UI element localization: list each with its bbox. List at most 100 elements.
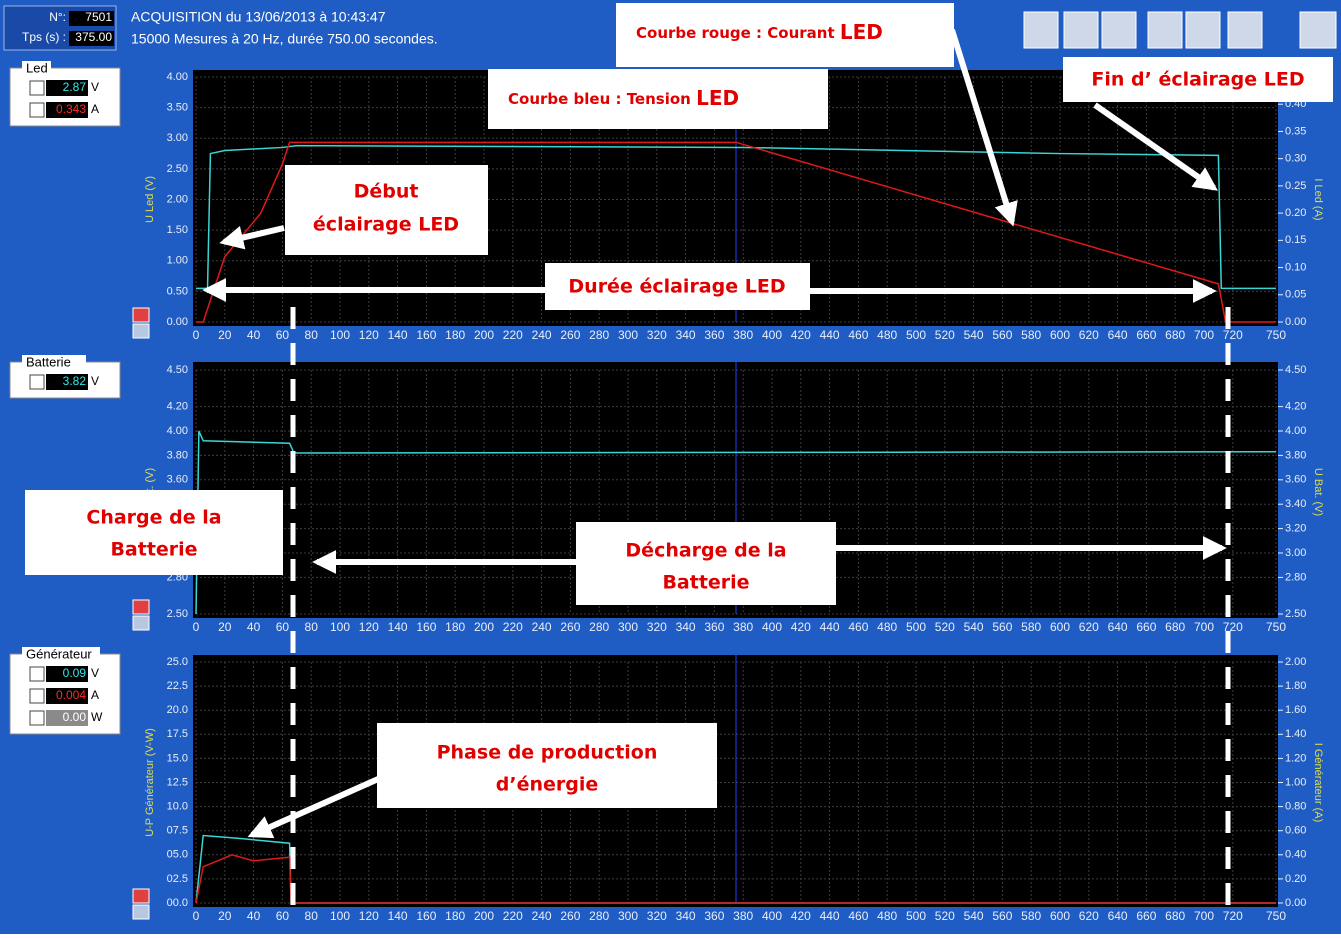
series-line <box>196 144 1276 290</box>
readout-value: 0.00 <box>63 710 87 724</box>
x-tick-label: 600 <box>1050 328 1070 342</box>
x-tick-label: 160 <box>416 620 436 634</box>
x-tick-label: 100 <box>330 909 350 923</box>
y2-tick-label: 0.35 <box>1285 125 1306 137</box>
checkbox[interactable] <box>29 666 45 682</box>
zoom-button[interactable] <box>132 323 150 339</box>
y2-tick-label: 0.60 <box>1285 825 1306 837</box>
tool-button[interactable] <box>1023 11 1059 49</box>
annotation: Phase de production <box>437 742 658 764</box>
panel-title-bg <box>22 61 51 75</box>
x-tick-label: 260 <box>560 909 580 923</box>
x-tick-label: 120 <box>359 909 379 923</box>
x-tick-label: 120 <box>359 620 379 634</box>
zoom-button[interactable] <box>132 904 150 920</box>
x-tick-label: 560 <box>992 328 1012 342</box>
x-tick-label: 320 <box>647 328 667 342</box>
y2-tick-label: 4.00 <box>1285 425 1306 437</box>
zoom-button[interactable] <box>132 888 150 904</box>
x-tick-label: 620 <box>1079 909 1099 923</box>
checkbox[interactable] <box>29 102 45 118</box>
x-tick-label: 640 <box>1108 620 1128 634</box>
y-axis-label: U Led (V) <box>144 176 156 223</box>
annotation-em: LED <box>696 86 739 110</box>
tool-button[interactable] <box>1185 11 1221 49</box>
tool-button[interactable] <box>1147 11 1183 49</box>
x-tick-label: 680 <box>1165 909 1185 923</box>
x-tick-label: 480 <box>877 620 897 634</box>
x-tick-label: 80 <box>305 620 319 634</box>
checkbox[interactable] <box>29 374 45 390</box>
x-tick-label: 720 <box>1223 909 1243 923</box>
x-tick-label: 180 <box>445 620 465 634</box>
x-tick-label: 440 <box>820 620 840 634</box>
x-tick-label: 220 <box>503 909 523 923</box>
x-tick-label: 660 <box>1136 328 1156 342</box>
zoom-button[interactable] <box>132 307 150 323</box>
x-tick-label: 620 <box>1079 328 1099 342</box>
x-tick-label: 140 <box>388 328 408 342</box>
x-tick-label: 360 <box>704 620 724 634</box>
series-line <box>195 430 1277 615</box>
y-tick-label: 20.0 <box>167 704 188 716</box>
y-tick-label: 1.00 <box>167 255 188 267</box>
tool-button[interactable] <box>1063 11 1099 49</box>
annotation-box <box>616 3 954 67</box>
y-tick-label: 1.50 <box>167 224 188 236</box>
x-tick-label: 20 <box>218 328 232 342</box>
tool-button[interactable] <box>1227 11 1263 49</box>
x-tick-label: 660 <box>1136 620 1156 634</box>
x-tick-label: 280 <box>589 620 609 634</box>
readout-value: 0.343 <box>56 102 86 116</box>
y-tick-label: 4.00 <box>167 71 188 83</box>
readout-value: 0.004 <box>56 688 86 702</box>
x-tick-label: 680 <box>1165 328 1185 342</box>
x-tick-label: 220 <box>503 620 523 634</box>
y2-tick-label: 0.20 <box>1285 207 1306 219</box>
x-tick-label: 60 <box>276 328 290 342</box>
x-tick-label: 400 <box>762 620 782 634</box>
y-tick-label: 2.50 <box>167 608 188 620</box>
x-tick-label: 700 <box>1194 909 1214 923</box>
checkbox[interactable] <box>29 688 45 704</box>
y-tick-label: 3.60 <box>167 474 188 486</box>
y-tick-label: 4.50 <box>167 364 188 376</box>
annotation: Durée éclairage LED <box>568 276 785 298</box>
checkbox[interactable] <box>29 80 45 96</box>
x-tick-label: 340 <box>676 620 696 634</box>
header-subtitle: 15000 Mesures à 20 Hz, durée 750.00 seco… <box>131 31 438 47</box>
x-tick-label: 260 <box>560 620 580 634</box>
readout-unit: W <box>91 710 103 724</box>
y2-axis-label: I Led (A) <box>1312 178 1324 220</box>
y2-tick-label: 1.00 <box>1285 776 1306 788</box>
zoom-button[interactable] <box>132 615 150 631</box>
x-tick-label: 0 <box>193 328 200 342</box>
x-tick-label: 540 <box>964 909 984 923</box>
readout-unit: V <box>91 80 99 94</box>
y2-tick-label: 0.10 <box>1285 261 1306 273</box>
exit-button[interactable] <box>1299 11 1337 49</box>
toolbar <box>1023 11 1337 49</box>
y2-tick-label: 0.40 <box>1285 849 1306 861</box>
y-tick-label: 2.00 <box>167 193 188 205</box>
panel-title-bg <box>22 647 100 661</box>
checkbox[interactable] <box>29 710 45 726</box>
y2-tick-label: 3.20 <box>1285 523 1306 535</box>
x-tick-label: 520 <box>935 620 955 634</box>
y-tick-label: 00.0 <box>167 897 188 909</box>
x-tick-label: 440 <box>820 909 840 923</box>
y-tick-label: 2.50 <box>167 163 188 175</box>
x-tick-label: 600 <box>1050 909 1070 923</box>
y2-tick-label: 2.80 <box>1285 571 1306 583</box>
tool-button[interactable] <box>1101 11 1137 49</box>
zoom-button[interactable] <box>132 599 150 615</box>
readout-unit: A <box>91 688 99 702</box>
y2-tick-label: 4.50 <box>1285 364 1306 376</box>
readout-value: 0.09 <box>63 666 87 680</box>
y2-tick-label: 3.00 <box>1285 547 1306 559</box>
x-tick-label: 640 <box>1108 328 1128 342</box>
t-label: Tps (s) : <box>22 30 66 44</box>
y-tick-label: 02.5 <box>167 873 188 885</box>
value-box <box>46 688 88 704</box>
